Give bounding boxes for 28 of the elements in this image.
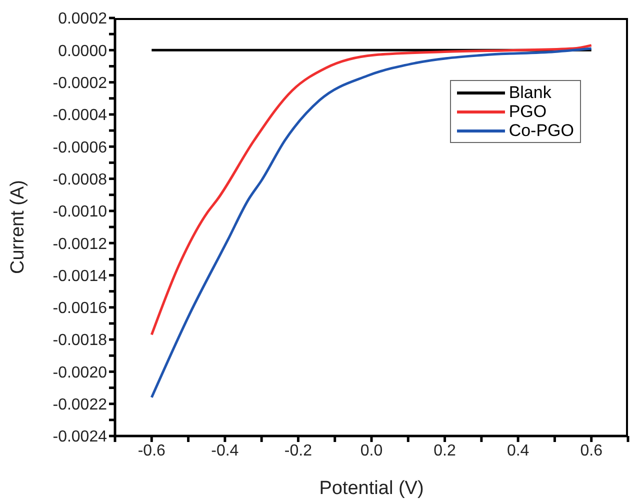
y-tick-label: -0.0016 bbox=[52, 300, 108, 318]
x-tick-label: -0.2 bbox=[284, 442, 312, 460]
y-tick-label: -0.0004 bbox=[52, 107, 108, 124]
x-tick-label: 0.6 bbox=[580, 442, 603, 460]
line-series bbox=[150, 47, 593, 399]
line-series bbox=[150, 44, 593, 336]
legend-label: PGO bbox=[508, 102, 547, 121]
y-tick-label: -0.0020 bbox=[52, 364, 108, 382]
x-tick-label: -0.4 bbox=[211, 442, 239, 460]
y-tick-label: -0.0014 bbox=[52, 268, 108, 285]
y-tick-label: -0.0002 bbox=[52, 74, 108, 92]
x-axis-title: Potential (V) bbox=[319, 478, 424, 499]
x-tick-label: 0.2 bbox=[434, 442, 456, 460]
y-tick-label: -0.0024 bbox=[52, 428, 108, 446]
y-tick-label: -0.0012 bbox=[52, 236, 108, 253]
y-tick-label: 0.0000 bbox=[58, 42, 108, 60]
x-tick-label: -0.6 bbox=[138, 442, 166, 460]
y-axis-title: Current (A) bbox=[8, 180, 29, 274]
y-tick-label: -0.0008 bbox=[52, 171, 108, 188]
legend-label: Blank bbox=[508, 83, 552, 102]
y-tick-label: -0.0018 bbox=[52, 332, 108, 350]
y-tick-label: -0.0022 bbox=[52, 396, 108, 414]
y-tick-label: 0.0002 bbox=[58, 10, 108, 28]
y-tick-label: -0.0010 bbox=[52, 204, 108, 221]
legend-label: Co-PGO bbox=[508, 121, 574, 140]
x-tick-label: 0.4 bbox=[506, 442, 530, 460]
x-tick-label: 0.0 bbox=[360, 442, 383, 460]
y-tick-label: -0.0006 bbox=[52, 139, 108, 156]
